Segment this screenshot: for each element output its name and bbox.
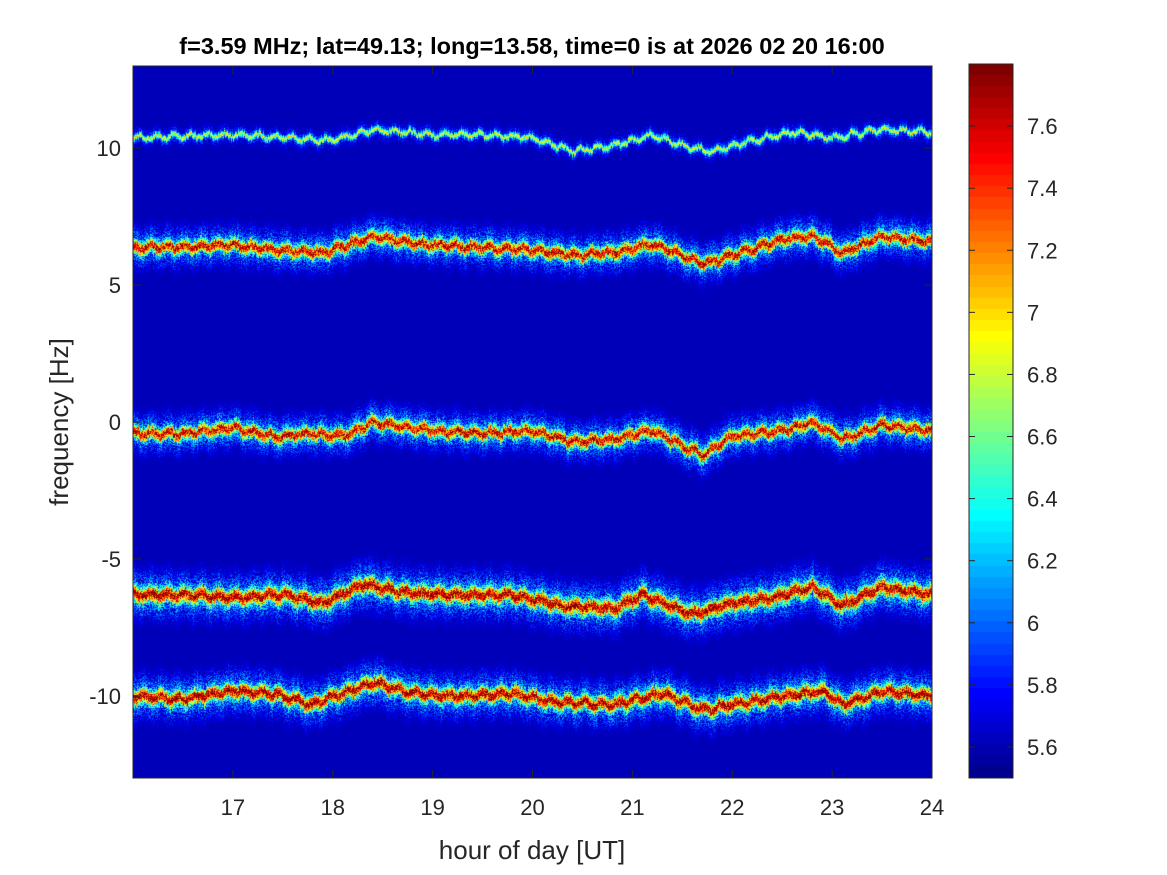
colorbar-tick-label: 6.2 — [1027, 549, 1058, 574]
colorbar-tick-label: 6.6 — [1027, 425, 1058, 450]
chart-title: f=3.59 MHz; lat=49.13; long=13.58, time=… — [179, 33, 884, 59]
y-tick-label: -5 — [101, 547, 121, 572]
colorbar-tick-label: 7.4 — [1027, 176, 1058, 201]
colorbar-canvas — [969, 64, 1013, 778]
colorbar-tick-label: 5.6 — [1027, 735, 1058, 760]
colorbar-tick-label: 5.8 — [1027, 673, 1058, 698]
x-tick-label: 20 — [520, 795, 544, 820]
x-tick-label: 21 — [620, 795, 644, 820]
y-axis: 10 5 0 -5 -10 — [89, 136, 932, 709]
x-tick-label: 17 — [221, 795, 245, 820]
heatmap — [133, 66, 932, 778]
x-axis-label: hour of day [UT] — [439, 835, 625, 865]
x-tick-label: 24 — [920, 795, 944, 820]
colorbar-tick-label: 6.8 — [1027, 362, 1058, 387]
colorbar-tick-label: 7.2 — [1027, 238, 1058, 263]
y-tick-label: 0 — [109, 410, 121, 435]
colorbar-tick-label: 7 — [1027, 300, 1039, 325]
y-tick-label: 5 — [109, 273, 121, 298]
heatmap-canvas — [133, 66, 932, 778]
x-tick-label: 19 — [420, 795, 444, 820]
colorbar-frame — [968, 63, 1014, 779]
colorbar: 7.6 7.4 7.2 7 6.8 6.6 6.4 6.2 6 5.8 5.6 — [968, 63, 1058, 779]
y-axis-label: frequency [Hz] — [44, 338, 74, 506]
colorbar-ticks: 7.6 7.4 7.2 7 6.8 6.6 6.4 6.2 6 5.8 5.6 — [969, 114, 1058, 760]
x-tick-label: 23 — [820, 795, 844, 820]
colorbar-gradient — [969, 64, 1013, 778]
x-tick-label: 22 — [720, 795, 744, 820]
x-tick-label: 18 — [321, 795, 345, 820]
x-axis: 17 18 19 20 21 22 23 24 — [221, 66, 944, 820]
colorbar-tick-label: 6.4 — [1027, 487, 1058, 512]
plot-area — [132, 65, 933, 779]
y-tick-label: 10 — [97, 136, 121, 161]
colorbar-tick-label: 6 — [1027, 611, 1039, 636]
colorbar-tick-label: 7.6 — [1027, 114, 1058, 139]
y-tick-label: -10 — [89, 684, 121, 709]
